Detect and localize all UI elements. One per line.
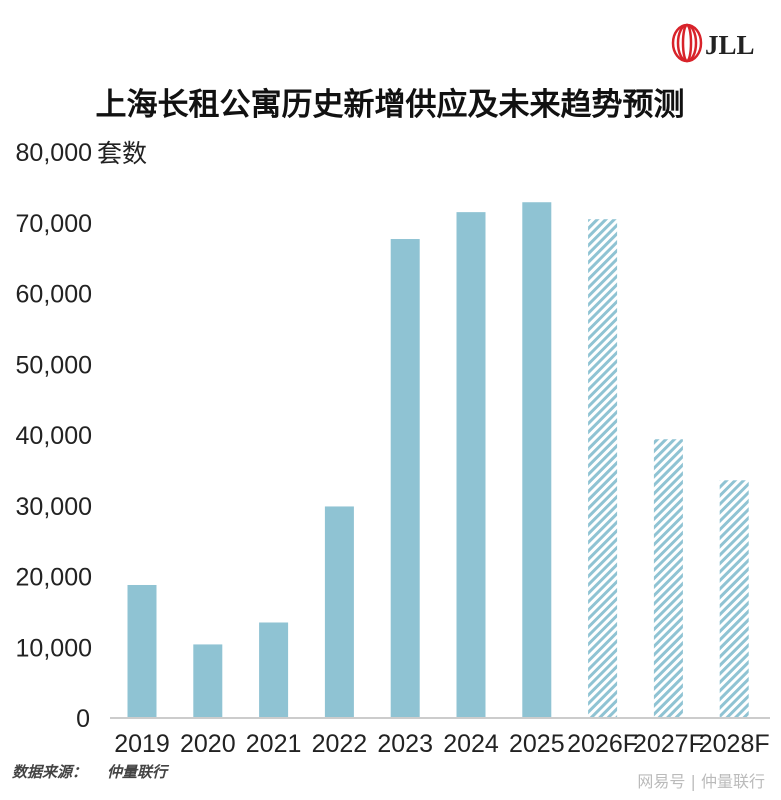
- y-tick-label: 50,000: [16, 351, 92, 379]
- y-tick-label: 40,000: [16, 422, 92, 450]
- y-tick-label: 30,000: [16, 493, 92, 521]
- x-tick-label: 2020: [180, 730, 236, 758]
- forecast-bar: [719, 480, 749, 718]
- y-tick-label: 60,000: [16, 281, 92, 309]
- forecast-bar: [653, 439, 683, 718]
- x-tick-label: 2025: [509, 730, 565, 758]
- y-axis: 0 10,000 20,000 30,000 40,000 50,000 60,000 70,…: [16, 139, 92, 733]
- x-axis: 2019 2020 2021 2022 2023 2024 2025 2026F2027F20…: [114, 730, 769, 758]
- y-tick-label: 10,000: [16, 634, 92, 662]
- jll-logo: JLL: [671, 23, 755, 63]
- x-tick-label: 2022: [312, 730, 368, 758]
- y-tick-label: 0: [76, 705, 90, 733]
- bar: [456, 212, 486, 718]
- chart-title: 上海长租公寓历史新增供应及未来趋势预测: [96, 87, 685, 123]
- x-tick-label: 2027F: [633, 730, 704, 758]
- x-tick-label: 2021: [246, 730, 302, 758]
- bar: [390, 239, 420, 718]
- bar: [522, 202, 552, 719]
- bars: [127, 202, 749, 719]
- y-tick-label: 20,000: [16, 564, 92, 592]
- bar: [193, 644, 223, 718]
- x-tick-label: 2023: [377, 730, 433, 758]
- source-value: 仲量联行: [107, 763, 170, 781]
- forecast-bar: [588, 219, 618, 718]
- y-tick-label: 70,000: [16, 210, 92, 238]
- y-axis-label: 套数: [97, 140, 147, 168]
- bar: [324, 506, 354, 718]
- y-tick-label: 80,000: [16, 139, 92, 167]
- logo-text: JLL: [705, 30, 755, 60]
- bar: [259, 622, 289, 718]
- x-tick-label: 2028F: [699, 730, 770, 758]
- x-tick-label: 2026F: [567, 730, 638, 758]
- x-tick-label: 2024: [443, 730, 499, 758]
- bar: [127, 584, 157, 718]
- x-tick-label: 2019: [114, 730, 170, 758]
- watermark: 网易号 | 仲量联行: [637, 772, 765, 791]
- source-label: 数据来源：: [12, 763, 87, 781]
